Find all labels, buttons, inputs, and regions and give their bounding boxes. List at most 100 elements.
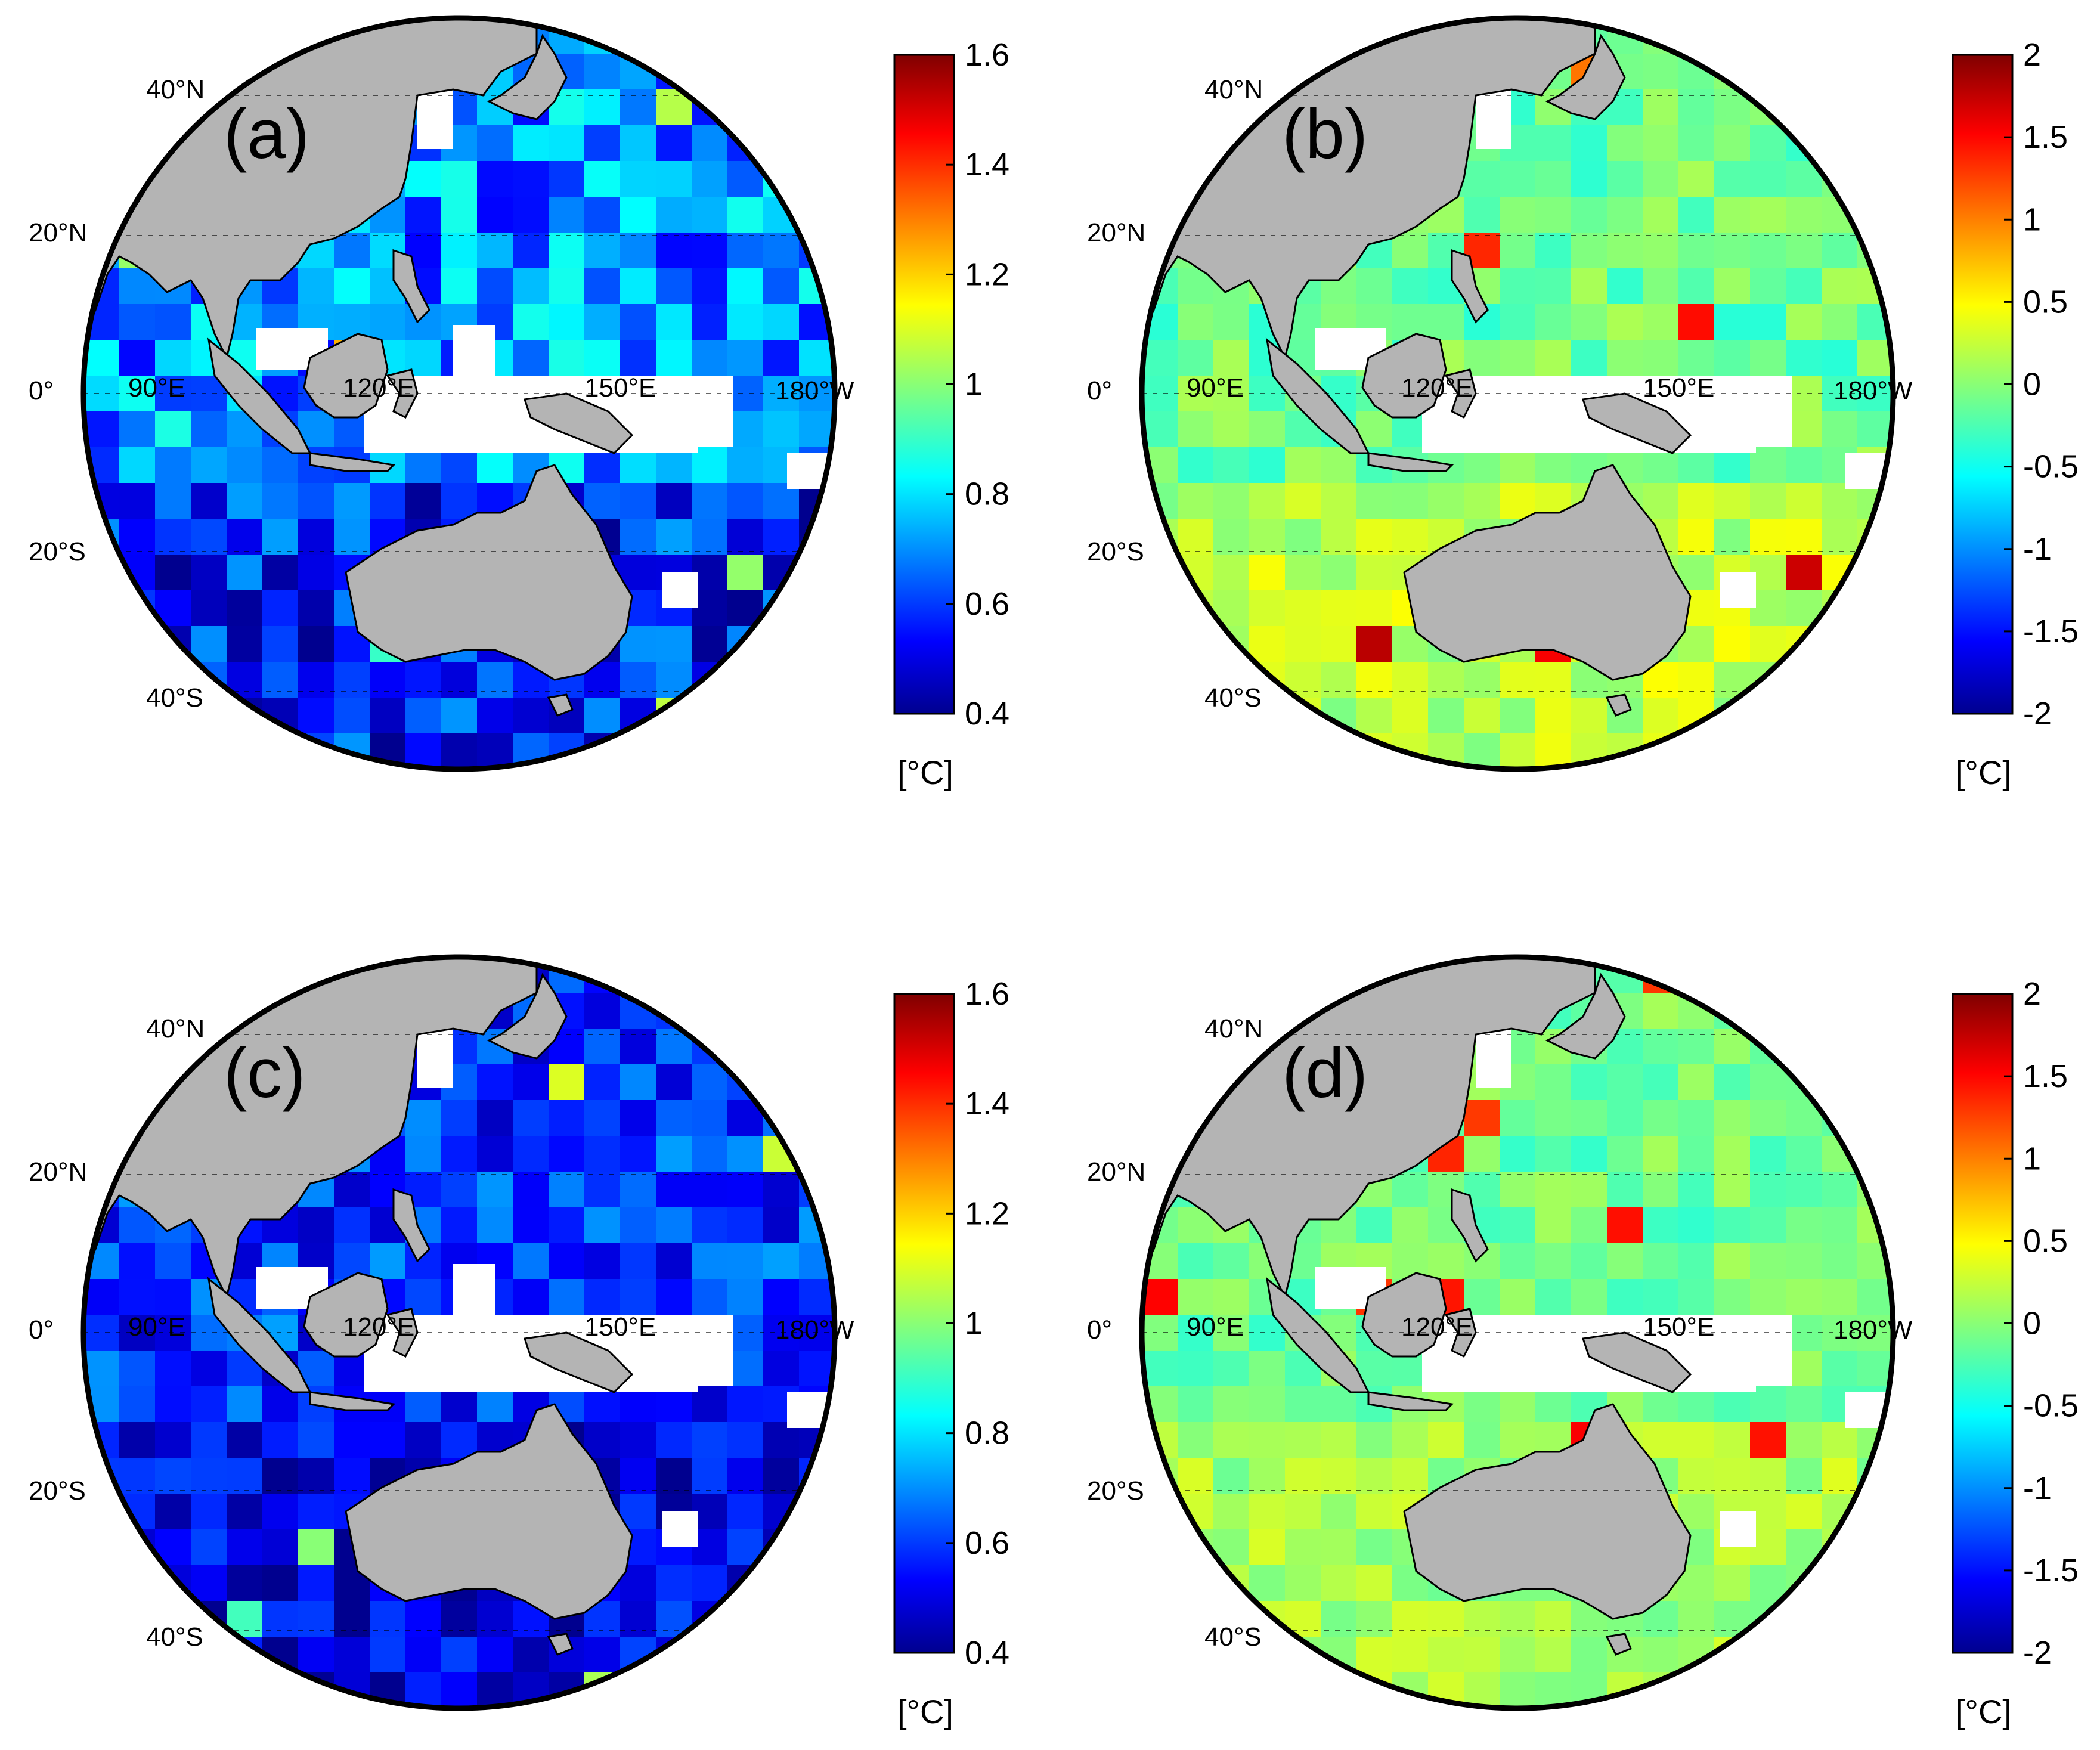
sst-grid-cell bbox=[1857, 197, 1893, 233]
colorbar-unit: [°C] bbox=[1956, 754, 2012, 791]
sst-grid-cell bbox=[1822, 1279, 1858, 1315]
sst-grid-cell bbox=[155, 1565, 191, 1602]
sst-grid-cell bbox=[763, 304, 800, 340]
lat-label-40s: 40°S bbox=[1204, 1622, 1262, 1652]
sst-grid-cell bbox=[119, 1279, 156, 1315]
sst-grid-cell bbox=[1750, 483, 1786, 519]
sst-grid-cell bbox=[727, 447, 764, 484]
sst-grid-cell bbox=[1786, 1386, 1822, 1423]
colorbar-ticks: 2 1.5 1 0.5 0 -0.5 -1 -1.5 -2 bbox=[2004, 976, 2079, 1671]
sst-grid-cell bbox=[692, 1064, 728, 1101]
sst-grid-cell bbox=[799, 411, 835, 448]
sst-grid-cell bbox=[1249, 1529, 1286, 1566]
sst-grid-cell bbox=[1356, 662, 1393, 698]
sst-grid-cell bbox=[1571, 340, 1607, 376]
sst-grid-cell bbox=[763, 233, 800, 269]
sst-grid-cell bbox=[1249, 1458, 1286, 1494]
sst-grid-cell bbox=[119, 411, 156, 448]
sst-grid-cell bbox=[1786, 1672, 1822, 1708]
sst-grid-cell bbox=[692, 993, 728, 1029]
colorbar-tick-label: 0 bbox=[2023, 367, 2041, 402]
sst-grid-cell bbox=[549, 1207, 585, 1244]
sst-grid-cell bbox=[1678, 483, 1715, 519]
philippines-islands bbox=[392, 1188, 430, 1263]
sst-grid-cell bbox=[692, 1100, 728, 1136]
sst-grid-cell bbox=[1750, 662, 1786, 698]
sst-grid-cell bbox=[1786, 1315, 1822, 1351]
sst-grid-cell bbox=[1678, 1029, 1715, 1065]
sst-grid-cell bbox=[227, 733, 263, 769]
sst-grid-cell bbox=[656, 957, 692, 993]
sst-grid-cell bbox=[799, 89, 835, 126]
sst-grid-cell bbox=[1142, 1279, 1178, 1315]
sst-grid-cell bbox=[656, 1422, 692, 1458]
sst-grid-cell bbox=[799, 1136, 835, 1172]
lon-label-90e: 90°E bbox=[128, 373, 185, 402]
sst-grid-cell bbox=[1786, 304, 1822, 340]
sst-grid-cell bbox=[1142, 18, 1178, 54]
sst-grid-cell bbox=[1786, 1136, 1822, 1172]
sst-grid-cell bbox=[656, 483, 692, 519]
sst-grid-cell bbox=[334, 698, 370, 734]
sst-grid-cell bbox=[1142, 54, 1178, 90]
sst-grid-cell bbox=[119, 519, 156, 555]
sst-grid-cell bbox=[1321, 1494, 1357, 1530]
lat-label-20s: 20°S bbox=[1087, 537, 1144, 566]
sst-grid-cell bbox=[119, 304, 156, 340]
sst-grid-cell bbox=[191, 483, 227, 519]
japan-island bbox=[1545, 972, 1626, 1060]
sst-grid-cell bbox=[763, 1279, 800, 1315]
sst-grid-cell bbox=[1750, 733, 1786, 769]
sst-grid-cell bbox=[1285, 519, 1321, 555]
sst-grid-cell bbox=[656, 268, 692, 305]
panel-label-c: (c) bbox=[224, 1034, 306, 1113]
sst-grid-cell bbox=[692, 698, 728, 734]
sst-grid-cell bbox=[227, 1458, 263, 1494]
sst-grid-cell bbox=[513, 1100, 549, 1136]
sst-grid-cell bbox=[1714, 161, 1751, 197]
sst-grid-cell bbox=[584, 54, 621, 90]
sst-grid-cell bbox=[727, 1243, 764, 1280]
sst-grid-cell bbox=[262, 1565, 299, 1602]
sst-grid-cell bbox=[692, 662, 728, 698]
sst-grid-cell bbox=[262, 662, 299, 698]
colorbar-tick-label: 2 bbox=[2023, 37, 2041, 73]
colorbar-d: 2 1.5 1 0.5 0 -0.5 -1 -1.5 -2 [°C] bbox=[1952, 976, 2079, 1730]
sst-grid-cell bbox=[1714, 18, 1751, 54]
sst-grid-cell bbox=[298, 1207, 334, 1244]
sst-grid-cell bbox=[1714, 1386, 1751, 1423]
sst-grid-cell bbox=[477, 1601, 513, 1637]
sst-grid-cell bbox=[1786, 1458, 1822, 1494]
sst-grid-cell bbox=[1857, 733, 1893, 769]
sst-grid-cell bbox=[763, 1172, 800, 1208]
sst-grid-cell bbox=[513, 1136, 549, 1172]
sst-grid-cell bbox=[405, 1601, 442, 1637]
sst-grid-cell bbox=[727, 698, 764, 734]
sst-grid-cell bbox=[155, 304, 191, 340]
sst-grid-cell bbox=[727, 1386, 764, 1423]
sst-grid-cell bbox=[1822, 89, 1858, 126]
sst-grid-cell bbox=[1142, 89, 1178, 126]
sst-grid-cell bbox=[1392, 1458, 1429, 1494]
sst-grid-cell bbox=[763, 268, 800, 305]
sst-grid-cell bbox=[1857, 1565, 1893, 1602]
sst-grid-cell bbox=[620, 447, 656, 484]
sst-grid-cell bbox=[1356, 1458, 1393, 1494]
globe-outline bbox=[1139, 954, 1896, 1711]
sst-grid-cell bbox=[1822, 1351, 1858, 1387]
colorbar-tick-label: -0.5 bbox=[2023, 449, 2079, 485]
sst-grid-cell bbox=[298, 662, 334, 698]
sst-grid-cell bbox=[727, 1136, 764, 1172]
sst-grid-cell bbox=[477, 447, 513, 484]
sst-grid-cell bbox=[1285, 1422, 1321, 1458]
sst-grid-cell bbox=[1857, 698, 1893, 734]
sst-grid-cell bbox=[262, 957, 299, 993]
sst-grid-cell bbox=[1178, 1064, 1214, 1101]
sst-grid-cell bbox=[1714, 1172, 1751, 1208]
sst-grid-cell bbox=[1500, 1136, 1536, 1172]
sst-grid-cell bbox=[298, 1529, 334, 1566]
sst-grid-cell bbox=[405, 1386, 442, 1423]
sst-grid-cell bbox=[692, 1172, 728, 1208]
sst-grid-cell bbox=[1571, 1100, 1607, 1136]
sst-grid-cell bbox=[1500, 304, 1536, 340]
